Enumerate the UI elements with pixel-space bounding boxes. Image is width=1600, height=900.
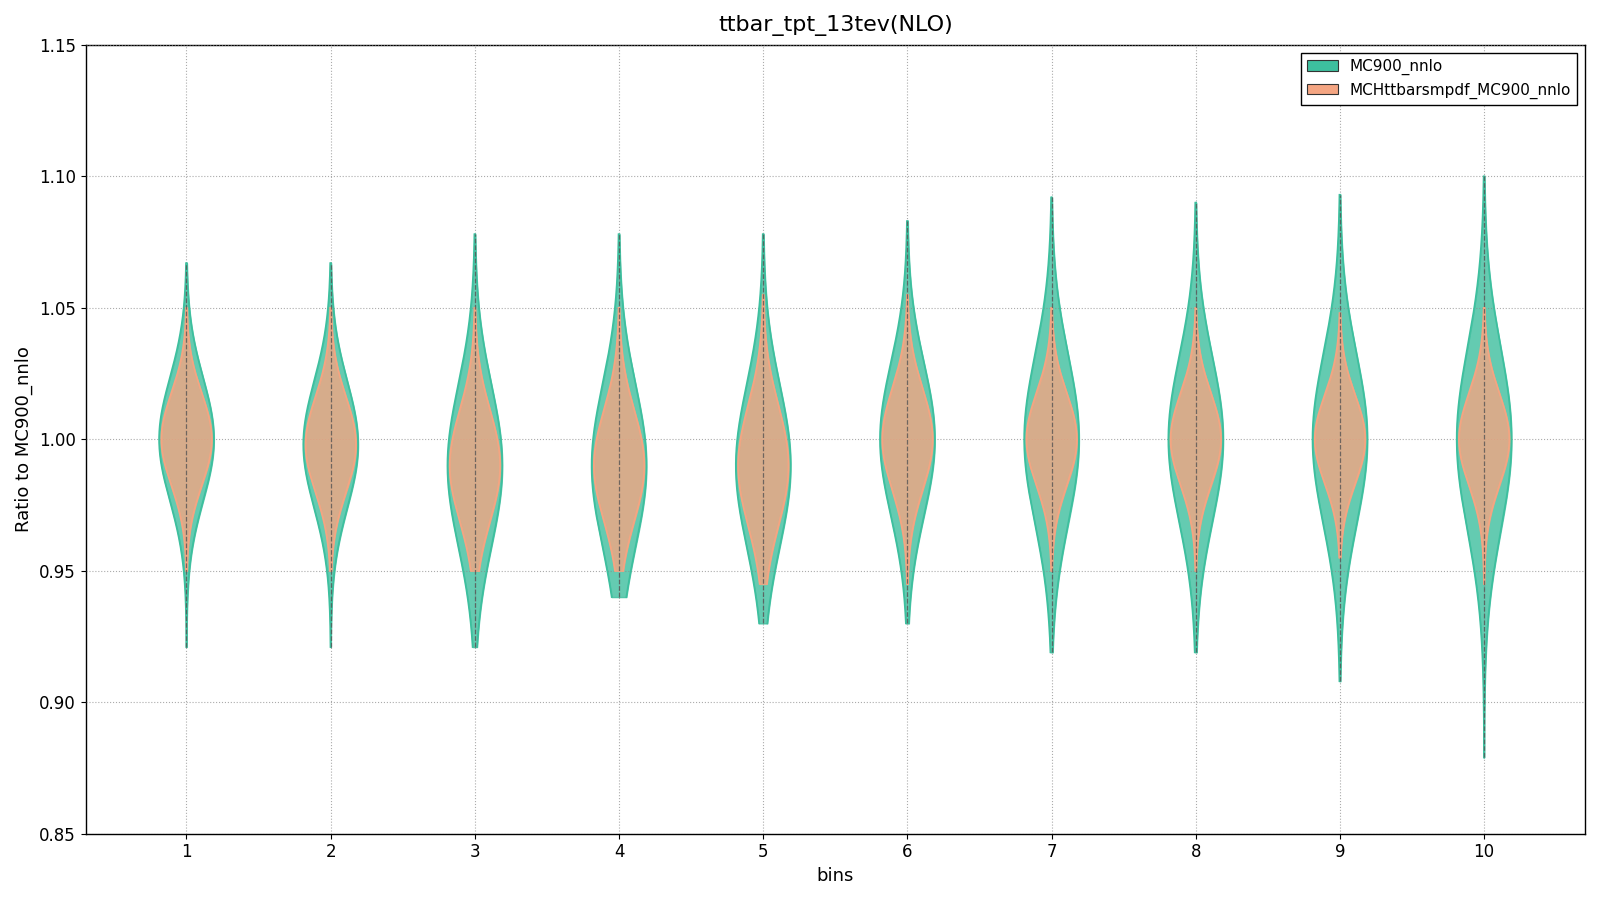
Title: ttbar_tpt_13tev(NLO): ttbar_tpt_13tev(NLO) [718,15,952,36]
Legend: MC900_nnlo, MCHttbarsmpdf_MC900_nnlo: MC900_nnlo, MCHttbarsmpdf_MC900_nnlo [1301,52,1578,104]
X-axis label: bins: bins [816,867,854,885]
Y-axis label: Ratio to MC900_nnlo: Ratio to MC900_nnlo [14,346,34,532]
